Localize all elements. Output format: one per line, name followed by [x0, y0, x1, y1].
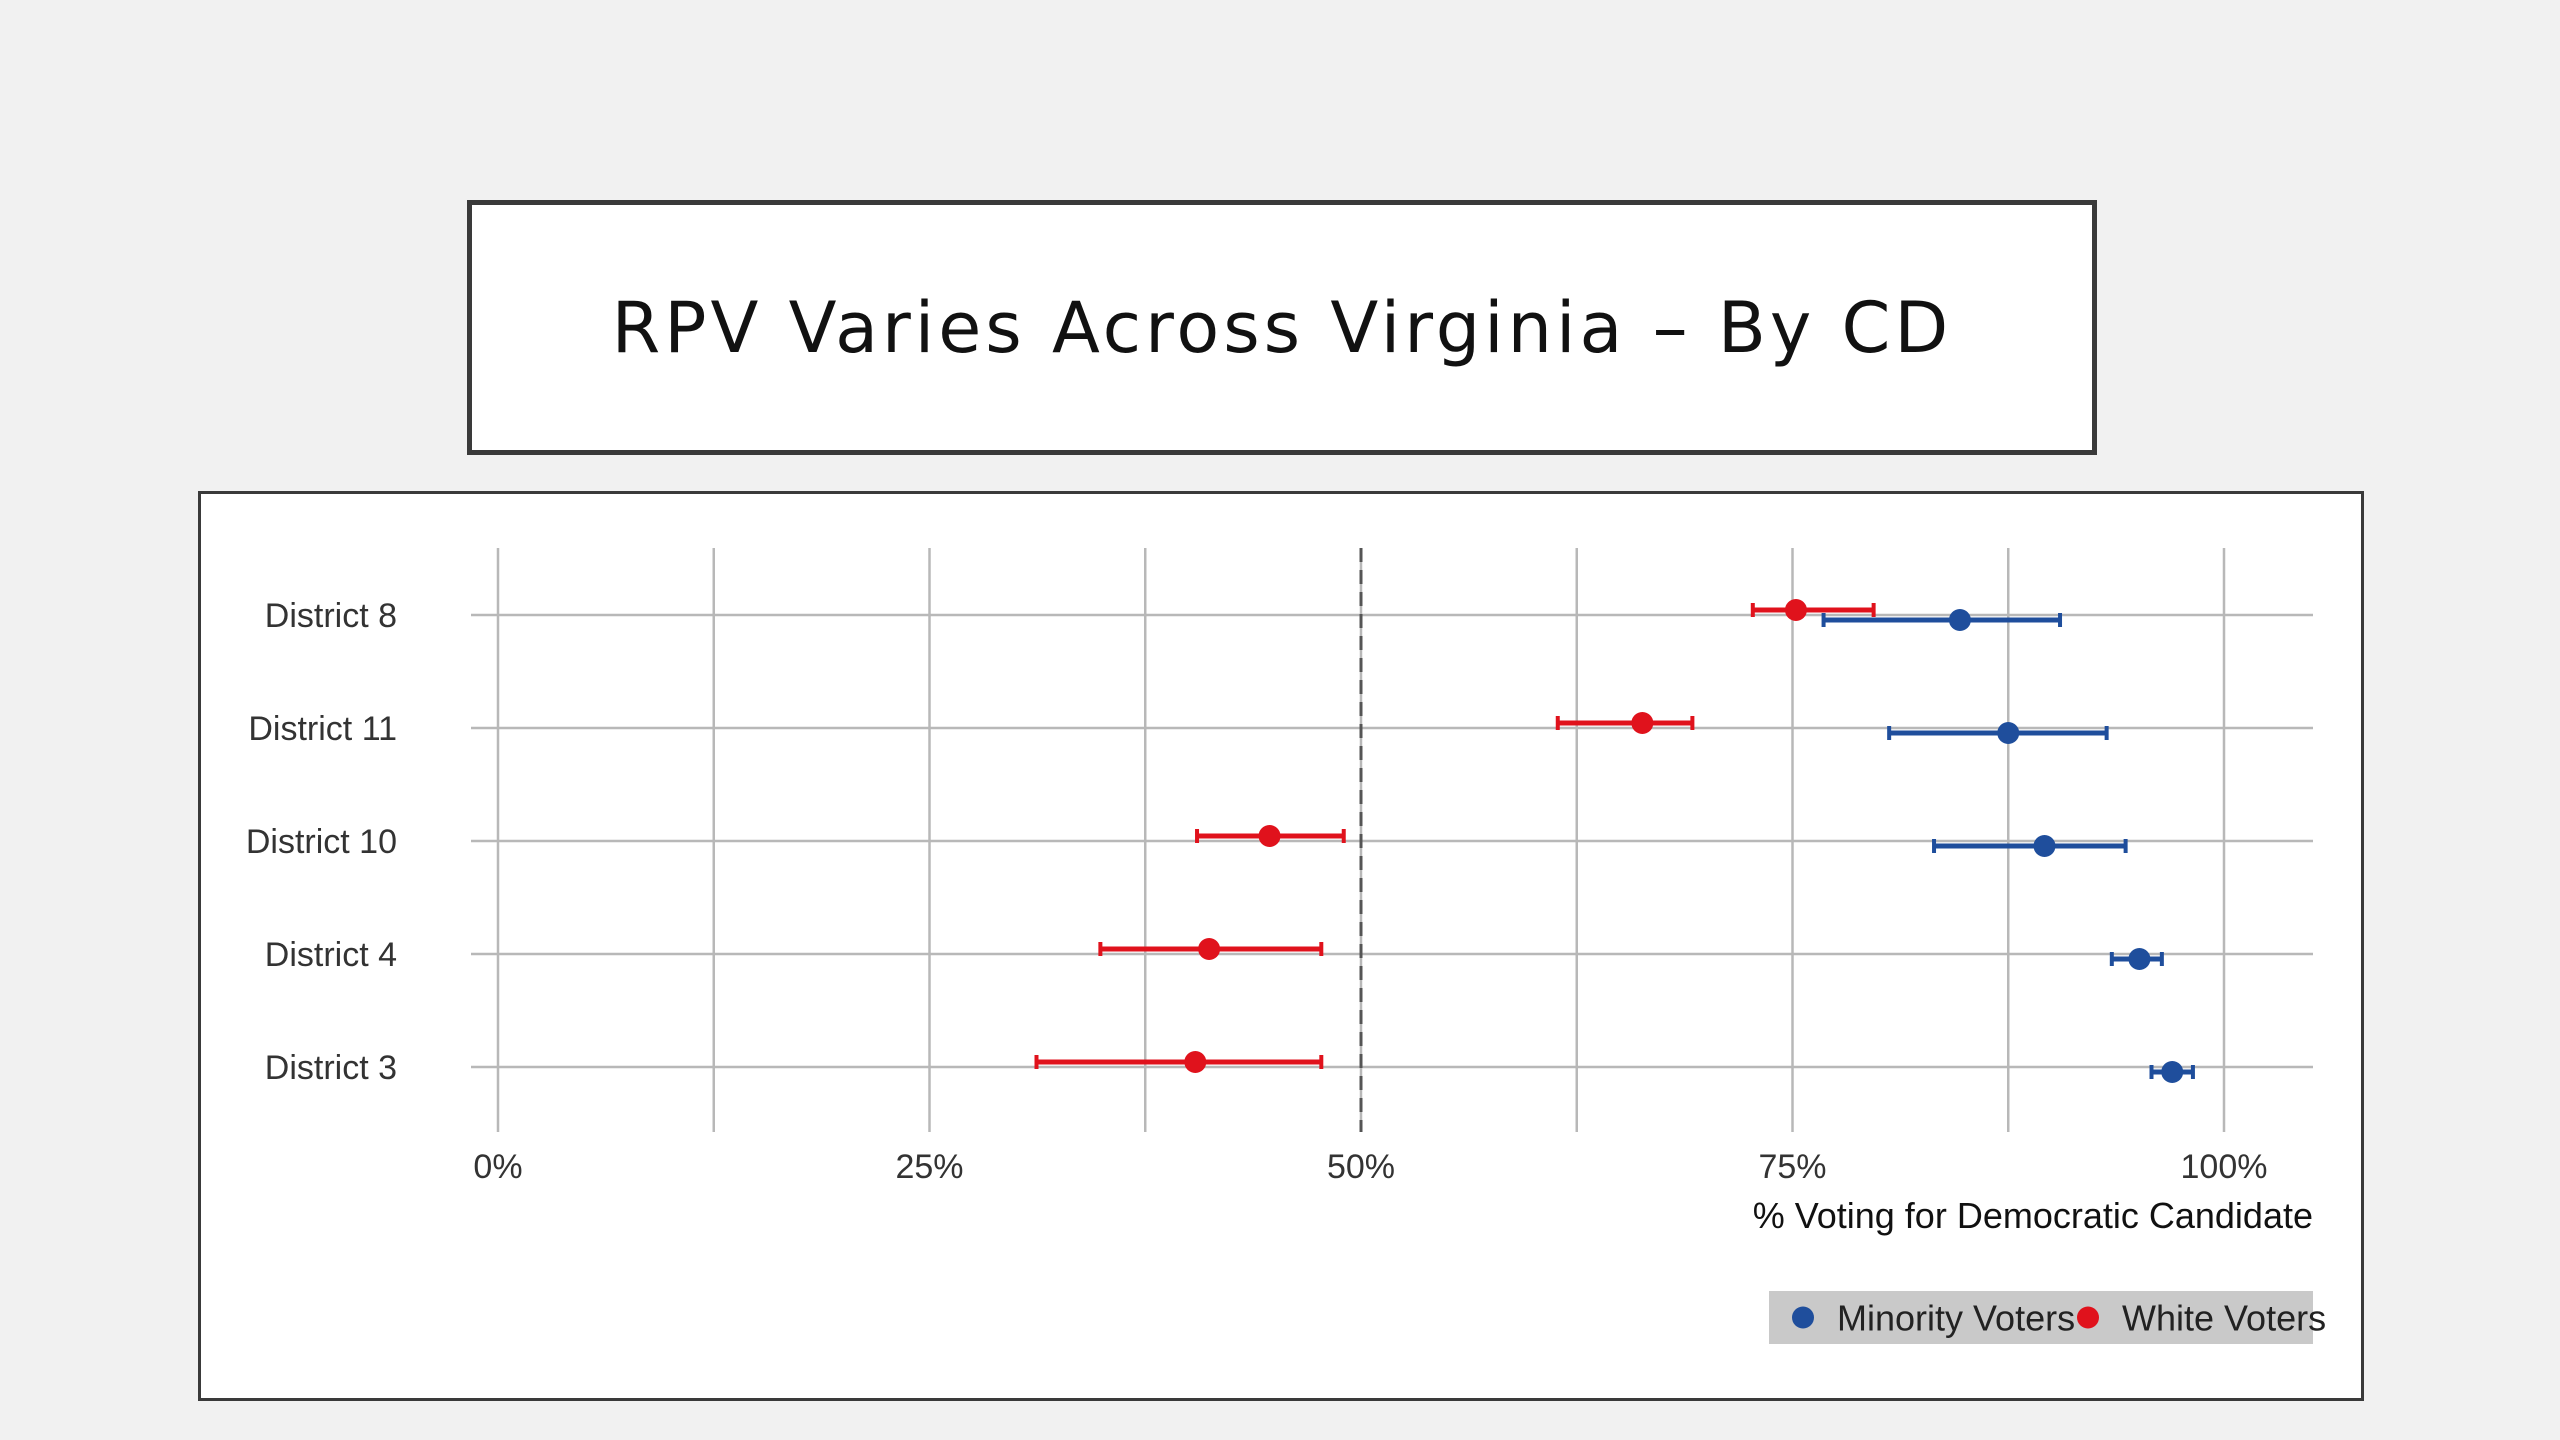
minority-voters-point: [2128, 948, 2151, 970]
x-tick-label: 50%: [1327, 1148, 1395, 1186]
y-tick-label: District 4: [265, 936, 397, 974]
minority-voters-point: [1948, 609, 1971, 631]
x-tick-label: 100%: [2181, 1148, 2268, 1186]
legend-label-white-voters: White Voters: [2122, 1298, 2326, 1339]
legend-marker-white-voters: [2077, 1306, 2099, 1329]
white-voters-point: [1184, 1051, 1207, 1073]
x-axis-title: % Voting for Democratic Candidate: [1753, 1195, 2313, 1236]
y-tick-label: District 11: [248, 710, 397, 748]
y-tick-label: District 3: [265, 1049, 397, 1087]
minority-voters-point: [2033, 835, 2056, 857]
minority-voters-point: [2161, 1061, 2184, 1083]
y-tick-label: District 10: [246, 823, 397, 861]
x-tick-label: 75%: [1758, 1148, 1826, 1186]
y-tick-label: District 8: [265, 597, 397, 635]
white-voters-point: [1198, 938, 1221, 960]
x-tick-label: 0%: [473, 1148, 522, 1186]
legend-label-minority-voters: Minority Voters: [1837, 1298, 2075, 1339]
white-voters-point: [1784, 599, 1807, 621]
chart-panel: District 8 District 11 District 10 District…: [198, 491, 2364, 1401]
slide-title-box: RPV Varies Across Virginia – By CD: [467, 200, 2097, 455]
x-tick-label: 25%: [895, 1148, 963, 1186]
chart-svg: District 8 District 11 District 10 District…: [246, 548, 2326, 1344]
legend-background: [1769, 1291, 2313, 1344]
white-voters-point: [1631, 712, 1654, 734]
white-voters-point: [1258, 825, 1281, 847]
minority-voters-point: [1997, 722, 2020, 744]
slide-title: RPV Varies Across Virginia – By CD: [611, 286, 1953, 369]
legend-marker-minority-voters: [1792, 1306, 1814, 1329]
